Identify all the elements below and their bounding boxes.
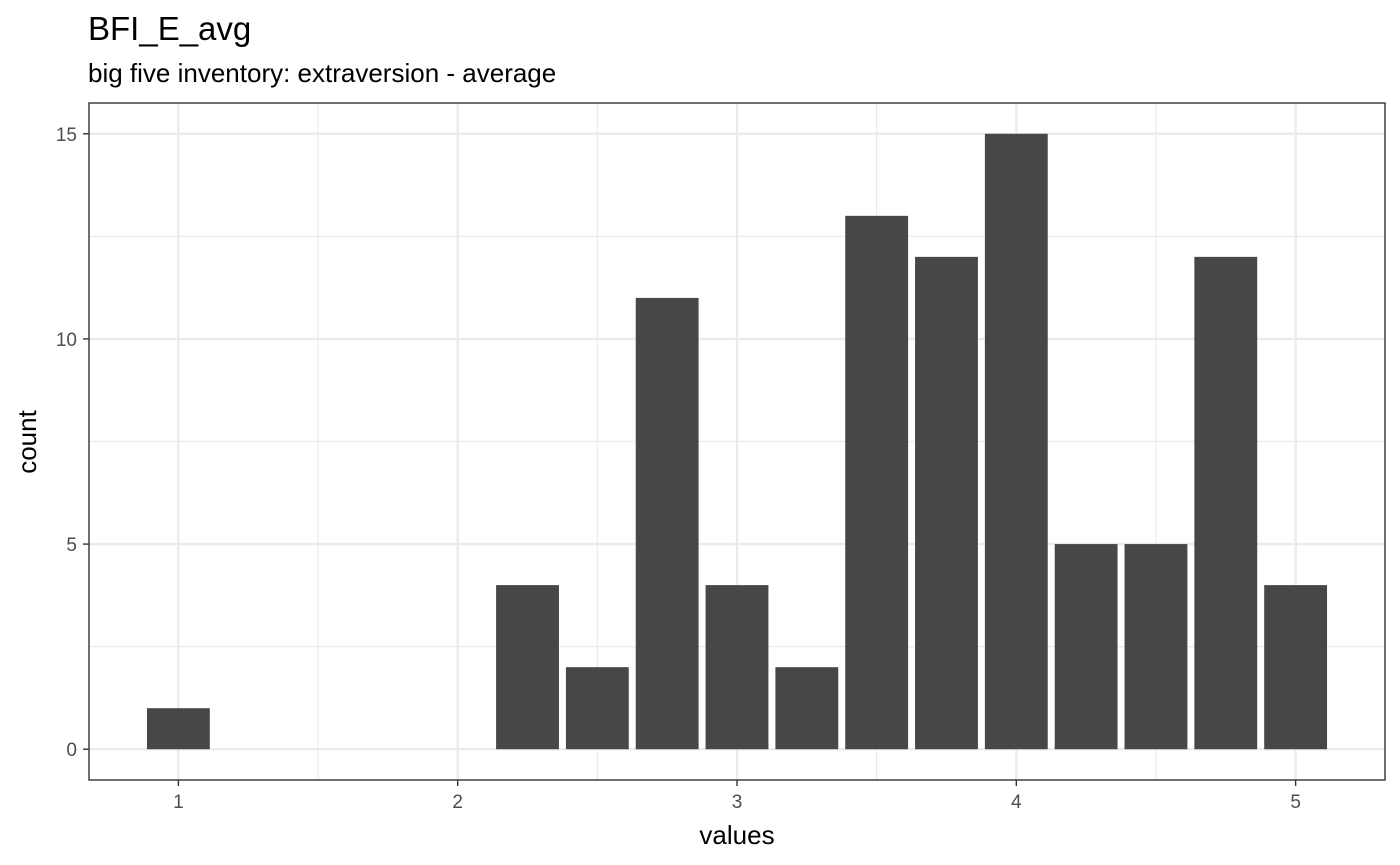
y-axis-title: count xyxy=(12,409,42,473)
bars xyxy=(146,133,1328,750)
bar xyxy=(705,585,769,750)
x-tick-label: 4 xyxy=(1011,792,1022,813)
chart-subtitle: big five inventory: extraversion - avera… xyxy=(88,58,556,88)
chart-title: BFI_E_avg xyxy=(88,10,251,47)
bar xyxy=(496,585,559,750)
x-tick-label: 2 xyxy=(452,792,463,813)
bar xyxy=(146,708,210,750)
bar xyxy=(984,133,1048,750)
bar xyxy=(1124,544,1188,750)
bar xyxy=(845,215,909,750)
axis-ticks: 0 5 10 15 1 2 3 4 5 xyxy=(56,125,1301,813)
y-tick-label: 15 xyxy=(56,125,77,146)
y-tick-label: 10 xyxy=(56,330,77,351)
bar xyxy=(775,667,839,750)
bar xyxy=(1054,544,1118,750)
x-tick-label: 5 xyxy=(1290,792,1301,813)
y-tick-label: 5 xyxy=(66,535,77,556)
x-tick-label: 3 xyxy=(732,792,743,813)
bar xyxy=(1264,585,1328,750)
bar xyxy=(915,256,978,750)
bar xyxy=(635,297,699,750)
x-axis-title: values xyxy=(699,820,774,850)
y-tick-label: 0 xyxy=(66,740,77,761)
x-tick-label: 1 xyxy=(173,792,184,813)
bar xyxy=(1194,256,1258,750)
bar xyxy=(565,667,629,750)
